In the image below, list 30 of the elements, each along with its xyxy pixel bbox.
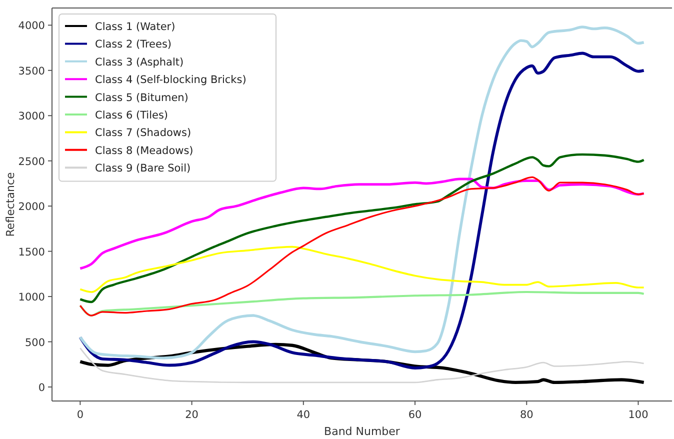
y-tick-label: 2000 xyxy=(18,201,45,214)
x-tick-label: 80 xyxy=(520,409,534,421)
y-tick-label: 1500 xyxy=(18,246,45,258)
y-tick-label: 1000 xyxy=(18,292,45,304)
x-tick-label: 20 xyxy=(185,409,198,421)
legend-label: Class 2 (Trees) xyxy=(95,38,172,51)
line-series xyxy=(78,178,646,270)
y-tick-label: 3500 xyxy=(18,65,45,78)
x-tick-label: 60 xyxy=(408,409,422,421)
line-series xyxy=(79,176,645,316)
line-series xyxy=(79,290,645,317)
y-axis-title: Reflectance xyxy=(4,172,17,237)
x-tick-label: 40 xyxy=(296,409,310,421)
legend-label: Class 4 (Self-blocking Bricks) xyxy=(95,74,246,86)
y-tick-label: 4000 xyxy=(18,20,45,32)
legend-label: Class 1 (Water) xyxy=(95,21,176,33)
y-tick-label: 0 xyxy=(38,382,45,394)
y-tick-label: 3000 xyxy=(18,110,45,123)
legend-label: Class 5 (Bitumen) xyxy=(95,92,188,104)
legend-label: Class 8 (Meadows) xyxy=(95,144,194,157)
line-series xyxy=(79,246,645,293)
legend-label: Class 7 (Shadows) xyxy=(95,127,192,140)
x-axis-title: Band Number xyxy=(324,425,400,438)
x-tick-label: 100 xyxy=(628,409,648,421)
legend-label: Class 9 (Bare Soil) xyxy=(95,162,191,175)
legend-label: Class 6 (Tiles) xyxy=(95,110,168,122)
y-tick-label: 500 xyxy=(24,336,45,349)
legend-label: Class 3 (Asphalt) xyxy=(95,56,184,68)
y-tick-label: 2500 xyxy=(18,156,45,168)
x-tick-label: 0 xyxy=(76,409,84,421)
